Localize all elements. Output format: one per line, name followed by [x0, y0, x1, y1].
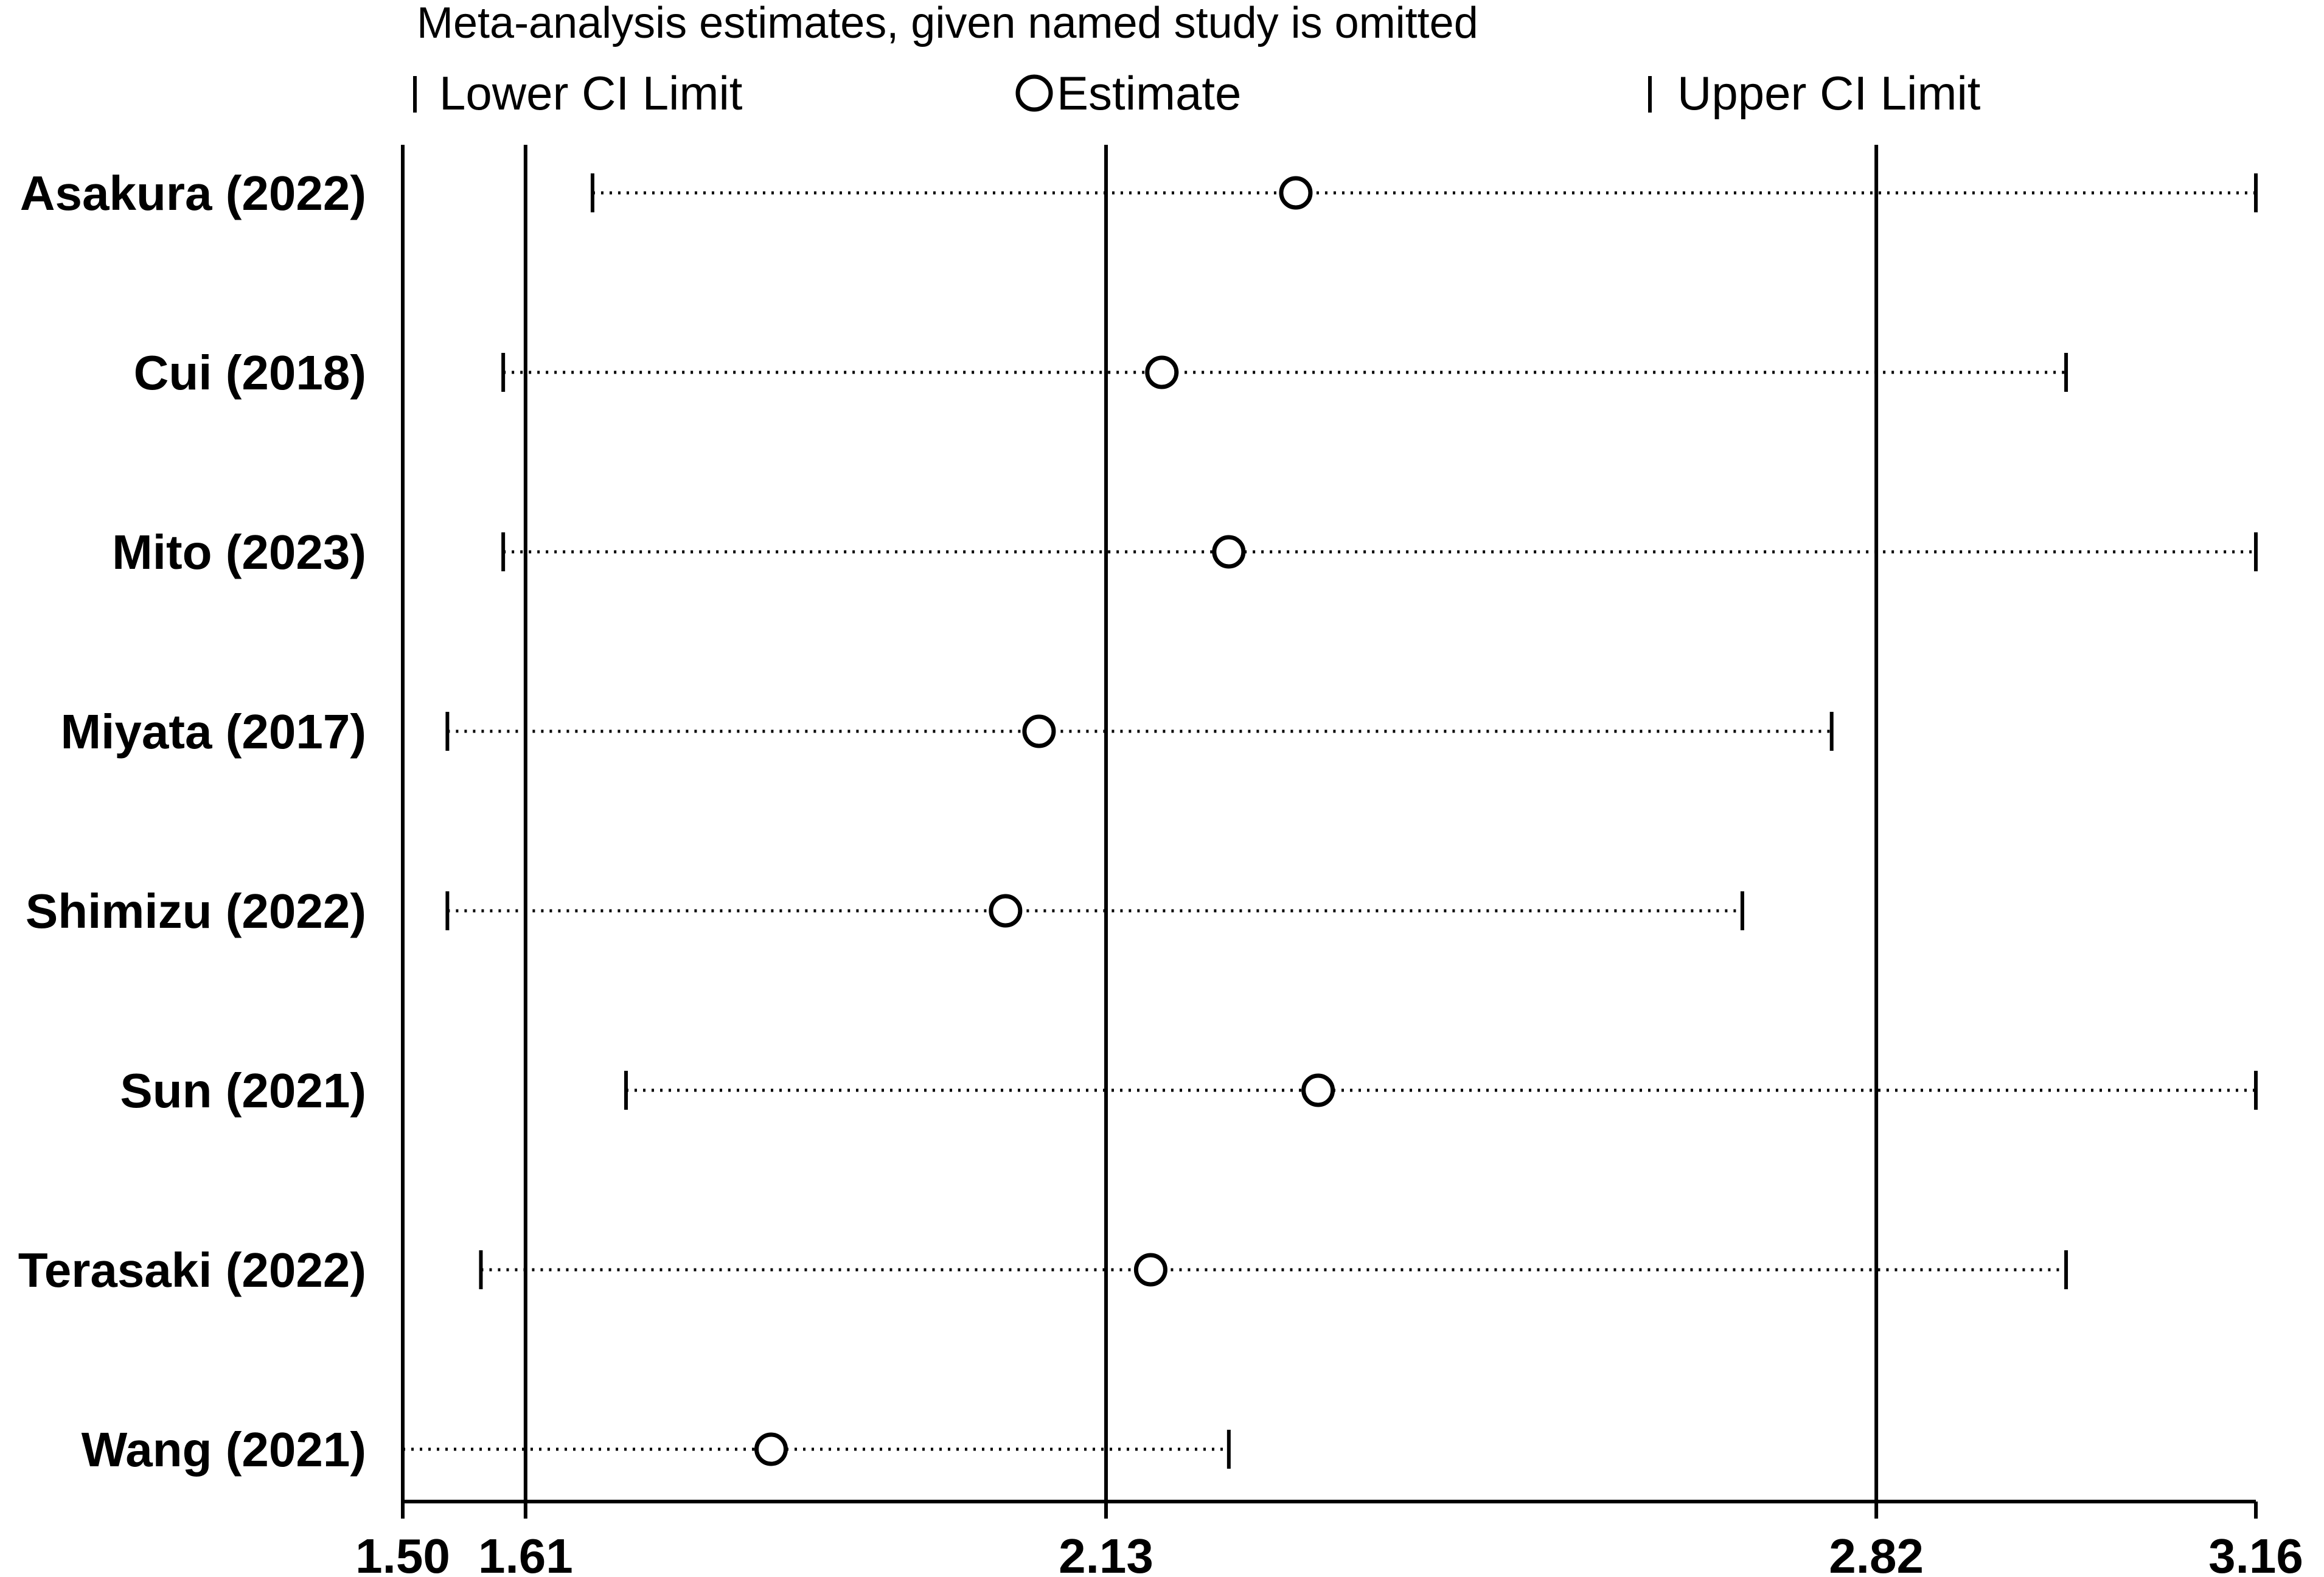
- study-label: Mito (2023): [112, 525, 366, 579]
- x-tick-label: 1.61: [478, 1529, 573, 1577]
- study-label: Miyata (2017): [61, 705, 366, 759]
- estimate-point: [989, 894, 1023, 928]
- legend-estimate-label: Estimate: [1057, 66, 1241, 120]
- estimate-point: [1022, 714, 1056, 748]
- chart-title: Meta-analysis estimates, given named stu…: [417, 0, 1478, 47]
- study-label: Terasaki (2022): [18, 1243, 366, 1297]
- study-label: Shimizu (2022): [26, 884, 366, 938]
- study-label: Asakura (2022): [20, 166, 366, 220]
- legend-upper-label: Upper CI Limit: [1677, 66, 1981, 120]
- estimate-point: [1133, 1253, 1167, 1287]
- estimate-point: [1212, 535, 1246, 569]
- estimate-point: [1279, 176, 1313, 210]
- legend: Lower CI Limit Estimate Upper CI Limit: [413, 66, 1981, 120]
- x-tick-label: 3.16: [2208, 1529, 2303, 1577]
- study-label: Cui (2018): [134, 346, 366, 400]
- x-tick-label: 1.50: [355, 1529, 450, 1577]
- estimate-point: [1145, 355, 1179, 389]
- legend-estimate-marker: [1015, 74, 1053, 112]
- plot-area: 1.50 1.61 2.13 2.82 3.16 Asakura (2022) Cui (2…: [18, 145, 2303, 1577]
- legend-lower-label: Lower CI Limit: [439, 66, 743, 120]
- study-label: Sun (2021): [120, 1064, 366, 1118]
- estimate-point: [1301, 1073, 1335, 1107]
- estimate-point: [754, 1432, 788, 1466]
- x-tick-label: 2.13: [1059, 1529, 1153, 1577]
- x-tick-label: 2.82: [1829, 1529, 1924, 1577]
- study-label: Wang (2021): [82, 1422, 366, 1477]
